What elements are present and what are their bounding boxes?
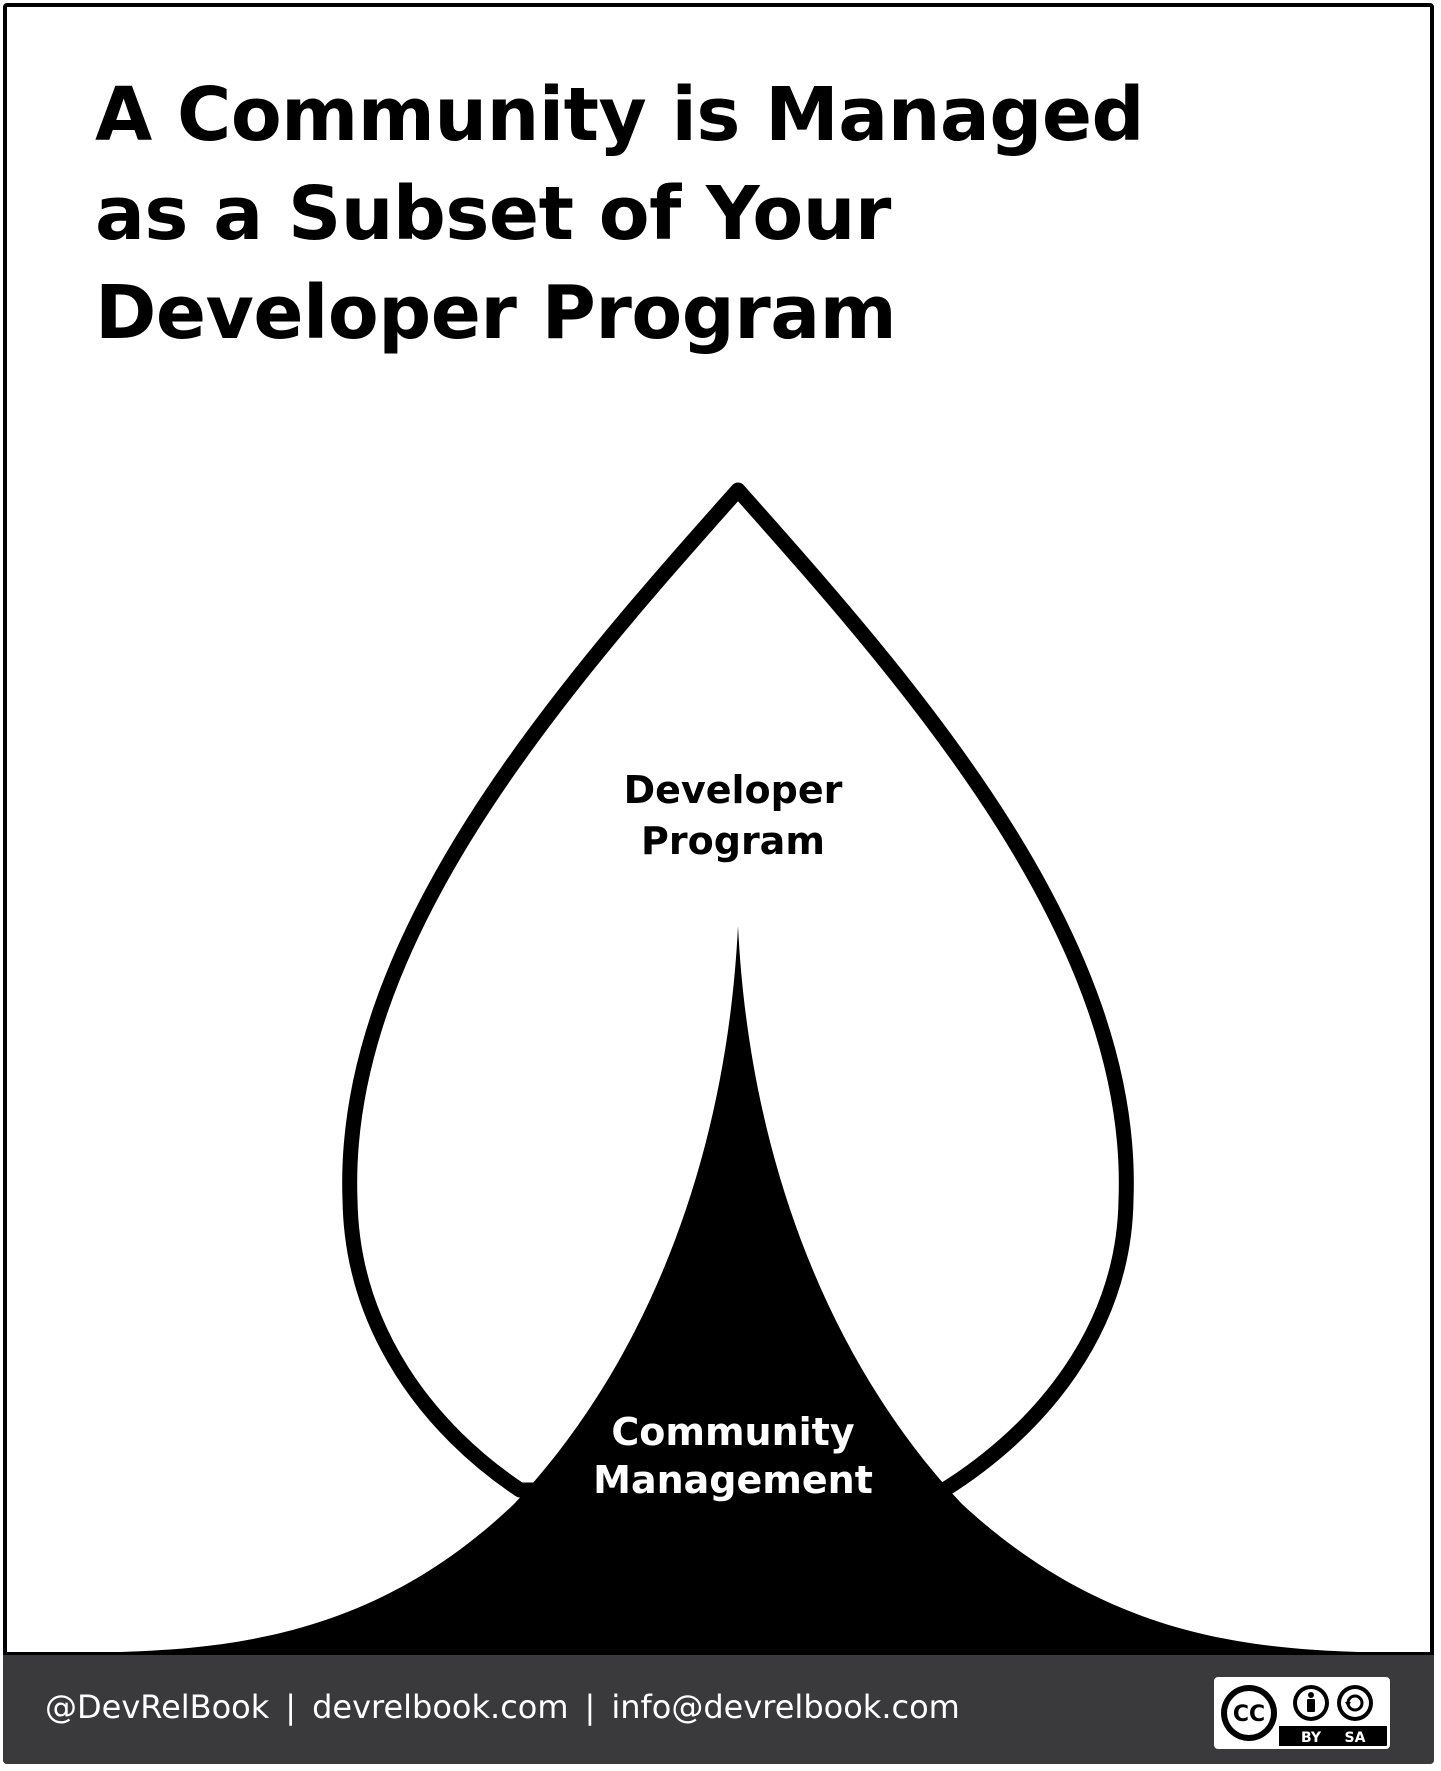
community-management-label-line-1: Community xyxy=(611,1410,854,1454)
title-line-3: Developer Program xyxy=(95,270,897,356)
twitter-handle-link[interactable]: @DevRelBook xyxy=(45,1688,270,1726)
cc-text: CC xyxy=(1233,1702,1265,1727)
email-link[interactable]: info@devrelbook.com xyxy=(611,1688,960,1726)
footer-separator: | xyxy=(285,1688,297,1726)
footer-bar: @DevRelBook | devrelbook.com | info@devrelbo… xyxy=(3,1652,1434,1764)
community-management-label-line-2: Management xyxy=(593,1458,873,1502)
community-management-shape xyxy=(120,926,1358,1652)
website-link[interactable]: devrelbook.com xyxy=(312,1688,569,1726)
creative-commons-by-sa-icon[interactable]: CC BY SA xyxy=(1214,1677,1390,1749)
cc-license-badge: CC BY SA xyxy=(1217,1680,1387,1746)
developer-program-label-line-2: Program xyxy=(641,819,825,863)
title-line-1: A Community is Managed xyxy=(95,72,1145,158)
footer-separator: | xyxy=(584,1688,596,1726)
page-title: A Community is Managed as a Subset of You… xyxy=(95,66,1145,363)
footer-links: @DevRelBook | devrelbook.com | info@devrelbo… xyxy=(45,1688,960,1726)
sa-text: SA xyxy=(1345,1730,1366,1746)
developer-program-label-line-1: Developer xyxy=(624,768,843,812)
by-text: BY xyxy=(1301,1730,1322,1746)
title-line-2: as a Subset of Your xyxy=(95,171,891,257)
